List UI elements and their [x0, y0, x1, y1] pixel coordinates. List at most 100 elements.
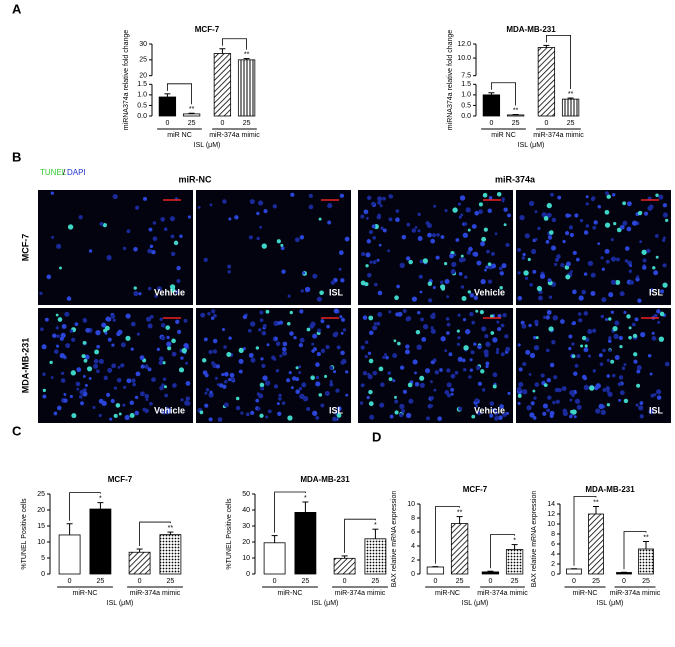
- cell: [542, 411, 547, 416]
- cell: [185, 381, 191, 386]
- micrograph: [516, 308, 671, 423]
- cell: [555, 399, 560, 404]
- cell: [527, 257, 531, 262]
- cell: [372, 370, 378, 376]
- cell: [473, 342, 477, 346]
- cell: [259, 382, 265, 388]
- bracket: [573, 496, 597, 566]
- cell: [583, 272, 588, 276]
- cell: [647, 354, 652, 358]
- cell: [169, 284, 176, 290]
- cell: [265, 309, 270, 314]
- cell: [110, 398, 115, 404]
- cell: [636, 369, 641, 374]
- cell: [42, 394, 47, 399]
- cell: [316, 352, 321, 357]
- cell: [546, 377, 552, 383]
- cell: [69, 329, 74, 333]
- cell: [628, 269, 632, 273]
- cell: [612, 326, 618, 332]
- cell: [308, 193, 313, 198]
- cell: [598, 353, 603, 358]
- cell: [217, 417, 223, 422]
- cell: [287, 321, 291, 326]
- bracket: [222, 38, 247, 50]
- x-tick-label: 25: [243, 120, 251, 127]
- bracket: [139, 521, 171, 547]
- cell: [430, 238, 436, 244]
- cell: [408, 398, 414, 404]
- cell: [573, 415, 577, 419]
- chart-title: MCF-7: [463, 485, 488, 494]
- cell: [541, 212, 547, 218]
- cell: [101, 322, 107, 328]
- cell: [568, 225, 573, 230]
- cell: [228, 336, 232, 340]
- cell: [392, 379, 396, 383]
- cell: [104, 331, 108, 335]
- y-tick-label: 25: [37, 491, 45, 498]
- cell: [546, 212, 552, 218]
- cell: [599, 362, 604, 366]
- cell: [107, 337, 112, 342]
- cell: [74, 322, 79, 327]
- cell: [156, 347, 160, 352]
- cell: [468, 375, 472, 379]
- cell: [498, 415, 503, 420]
- cell: [126, 378, 132, 384]
- cell: [376, 258, 380, 262]
- cell: [560, 319, 565, 324]
- cell: [88, 249, 93, 253]
- cell: [500, 323, 505, 328]
- bracket: [274, 491, 306, 533]
- cell: [600, 409, 606, 415]
- cell: [402, 309, 407, 314]
- cell: [610, 238, 614, 242]
- cell: [57, 317, 63, 322]
- cell: [179, 234, 183, 238]
- cell: [147, 248, 153, 254]
- cell: [604, 191, 609, 196]
- cell: [457, 336, 461, 340]
- cell: [464, 275, 468, 279]
- cell: [133, 286, 137, 290]
- cell: [548, 295, 553, 299]
- cell: [518, 367, 523, 372]
- cell: [517, 393, 522, 398]
- cell: [568, 346, 572, 351]
- cell: [106, 392, 111, 397]
- bar: [537, 47, 556, 117]
- cell: [255, 398, 260, 403]
- x-tick-label: 0: [488, 578, 492, 585]
- cell: [106, 317, 112, 322]
- x-tick-label: 25: [567, 120, 575, 127]
- cell: [655, 389, 662, 395]
- cell: [533, 335, 537, 340]
- panel-label: A: [12, 1, 22, 16]
- cell: [125, 313, 131, 319]
- cell: [294, 237, 300, 243]
- cell: [335, 388, 340, 393]
- cell: [641, 249, 647, 255]
- cell: [461, 358, 466, 363]
- cell: [169, 216, 175, 222]
- significance: *: [374, 522, 377, 529]
- cell: [62, 355, 67, 359]
- bar: [506, 114, 525, 117]
- cell: [557, 195, 562, 200]
- cell: [82, 340, 87, 345]
- cell: [324, 391, 330, 396]
- cell: [499, 286, 503, 290]
- cell: [75, 381, 81, 387]
- group-label: miR-374a mimic: [209, 132, 260, 139]
- cell: [238, 369, 243, 374]
- cell: [295, 377, 300, 382]
- cell: [452, 207, 458, 213]
- cell: [450, 392, 454, 396]
- cell: [611, 193, 616, 197]
- cell: [398, 412, 404, 418]
- cell: [203, 257, 208, 263]
- cell: [446, 382, 452, 388]
- y-tick-label: 0: [41, 571, 45, 578]
- cell: [393, 339, 397, 343]
